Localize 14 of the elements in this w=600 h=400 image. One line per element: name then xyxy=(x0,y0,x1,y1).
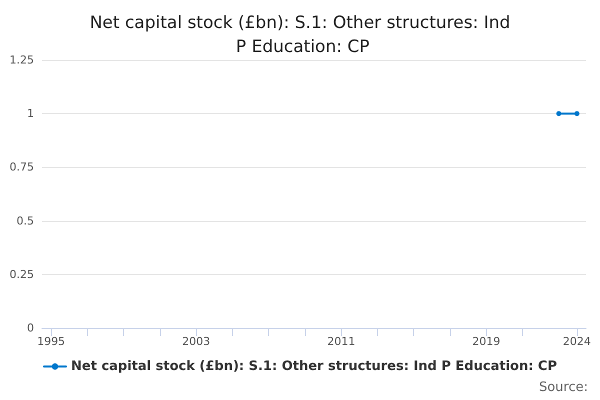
x-tick-label: 2019 xyxy=(472,335,500,348)
y-tick-label: 1 xyxy=(27,107,34,120)
x-tick-label: 2011 xyxy=(327,335,356,348)
x-tick-label: 1995 xyxy=(37,335,66,348)
y-tick-label: 0.5 xyxy=(16,214,34,228)
x-tick-label: 2024 xyxy=(562,335,591,348)
legend-label: Net capital stock (£bn): S.1: Other structures: Ind P Education: CP xyxy=(71,359,557,374)
x-tick-label: 2003 xyxy=(182,335,210,348)
y-tick-label: 1.25 xyxy=(10,54,34,66)
y-tick-label: 0 xyxy=(27,322,34,334)
chart-title: Net capital stock (£bn): S.1: Other structures: Ind P Education: CP xyxy=(90,13,510,57)
y-tick-label: 0.75 xyxy=(10,160,34,174)
y-tick-label: 0.25 xyxy=(10,268,34,281)
source-note: Source: xyxy=(538,380,588,395)
